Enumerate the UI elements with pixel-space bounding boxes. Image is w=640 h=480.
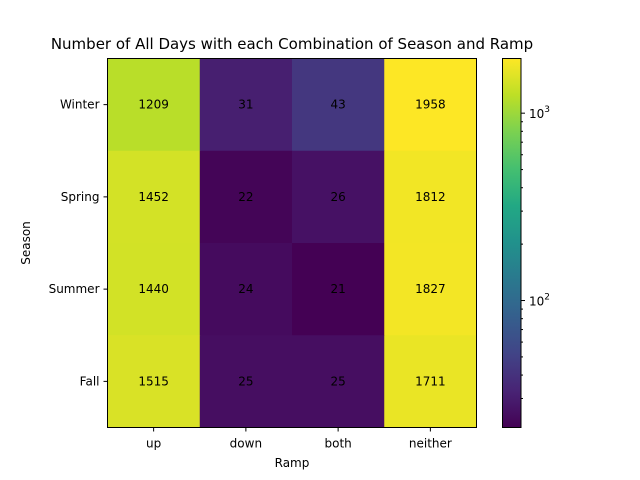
cell-value-label: 25 xyxy=(238,374,253,388)
x-tick-label: both xyxy=(324,437,351,451)
cell-value-label: 1812 xyxy=(415,190,446,204)
colorbar-tick-label: 102 xyxy=(529,293,550,309)
colorbar-tick-exponent: 3 xyxy=(544,105,550,115)
cell-value-label: 22 xyxy=(238,190,253,204)
colorbar-tick-exponent: 2 xyxy=(544,293,550,303)
heatmap-cell xyxy=(292,335,385,428)
y-tick-label: Spring xyxy=(61,190,100,204)
heatmap-cell xyxy=(199,58,293,152)
heatmap-cell xyxy=(199,243,293,336)
heatmap-cell xyxy=(107,150,201,244)
plot-frame xyxy=(107,58,477,428)
x-axis-label: Ramp xyxy=(275,456,310,470)
heatmap-cell xyxy=(107,243,201,336)
cell-value-label: 1958 xyxy=(415,98,446,112)
chart-title: Number of All Days with each Combination… xyxy=(51,35,533,53)
heatmap-cell xyxy=(107,335,201,428)
heatmap-cell xyxy=(107,58,201,152)
heatmap-cell xyxy=(384,58,477,152)
heatmap-cell xyxy=(199,150,293,244)
cell-value-label: 1711 xyxy=(415,374,446,388)
heatmap-cell xyxy=(199,335,293,428)
colorbar-tick-base: 10 xyxy=(529,295,544,309)
cell-value-label: 31 xyxy=(238,98,253,112)
x-axis-ticks: up down both neither xyxy=(146,427,452,451)
x-tick-label: up xyxy=(146,437,161,451)
heatmap-cell xyxy=(384,243,477,336)
cell-value-label: 43 xyxy=(330,98,345,112)
cell-value-label: 1452 xyxy=(138,190,169,204)
cell-value-label: 25 xyxy=(330,374,345,388)
colorbar-frame xyxy=(502,58,522,428)
y-tick-label: Winter xyxy=(60,98,100,112)
cell-value-label: 1440 xyxy=(138,282,169,296)
heatmap-cell xyxy=(292,150,385,244)
heatmap-cell xyxy=(292,58,385,152)
colorbar-gradient xyxy=(502,58,521,428)
y-axis-label: Season xyxy=(19,221,33,265)
x-tick-label: neither xyxy=(409,437,452,451)
heatmap-cell xyxy=(292,243,385,336)
heatmap-cells xyxy=(107,58,477,428)
cell-value-label: 26 xyxy=(330,190,345,204)
cell-value-label: 1515 xyxy=(138,374,169,388)
heatmap-cell xyxy=(384,150,477,244)
y-tick-label: Fall xyxy=(80,374,100,388)
y-axis-ticks: Winter Spring Summer Fall xyxy=(49,98,108,388)
colorbar-tick-label: 103 xyxy=(529,105,550,121)
cell-value-label: 1209 xyxy=(138,98,169,112)
heatmap-cell xyxy=(384,335,477,428)
cell-value-label: 21 xyxy=(330,282,345,296)
y-tick-label: Summer xyxy=(49,282,100,296)
cell-value-label: 24 xyxy=(238,282,253,296)
x-tick-label: down xyxy=(230,437,262,451)
cell-value-label: 1827 xyxy=(415,282,446,296)
colorbar-tick-base: 10 xyxy=(529,107,544,121)
heatmap-cell-labels: 1209 31 43 1958 1452 22 26 1812 1440 24 21 1827 1515… xyxy=(138,98,445,389)
